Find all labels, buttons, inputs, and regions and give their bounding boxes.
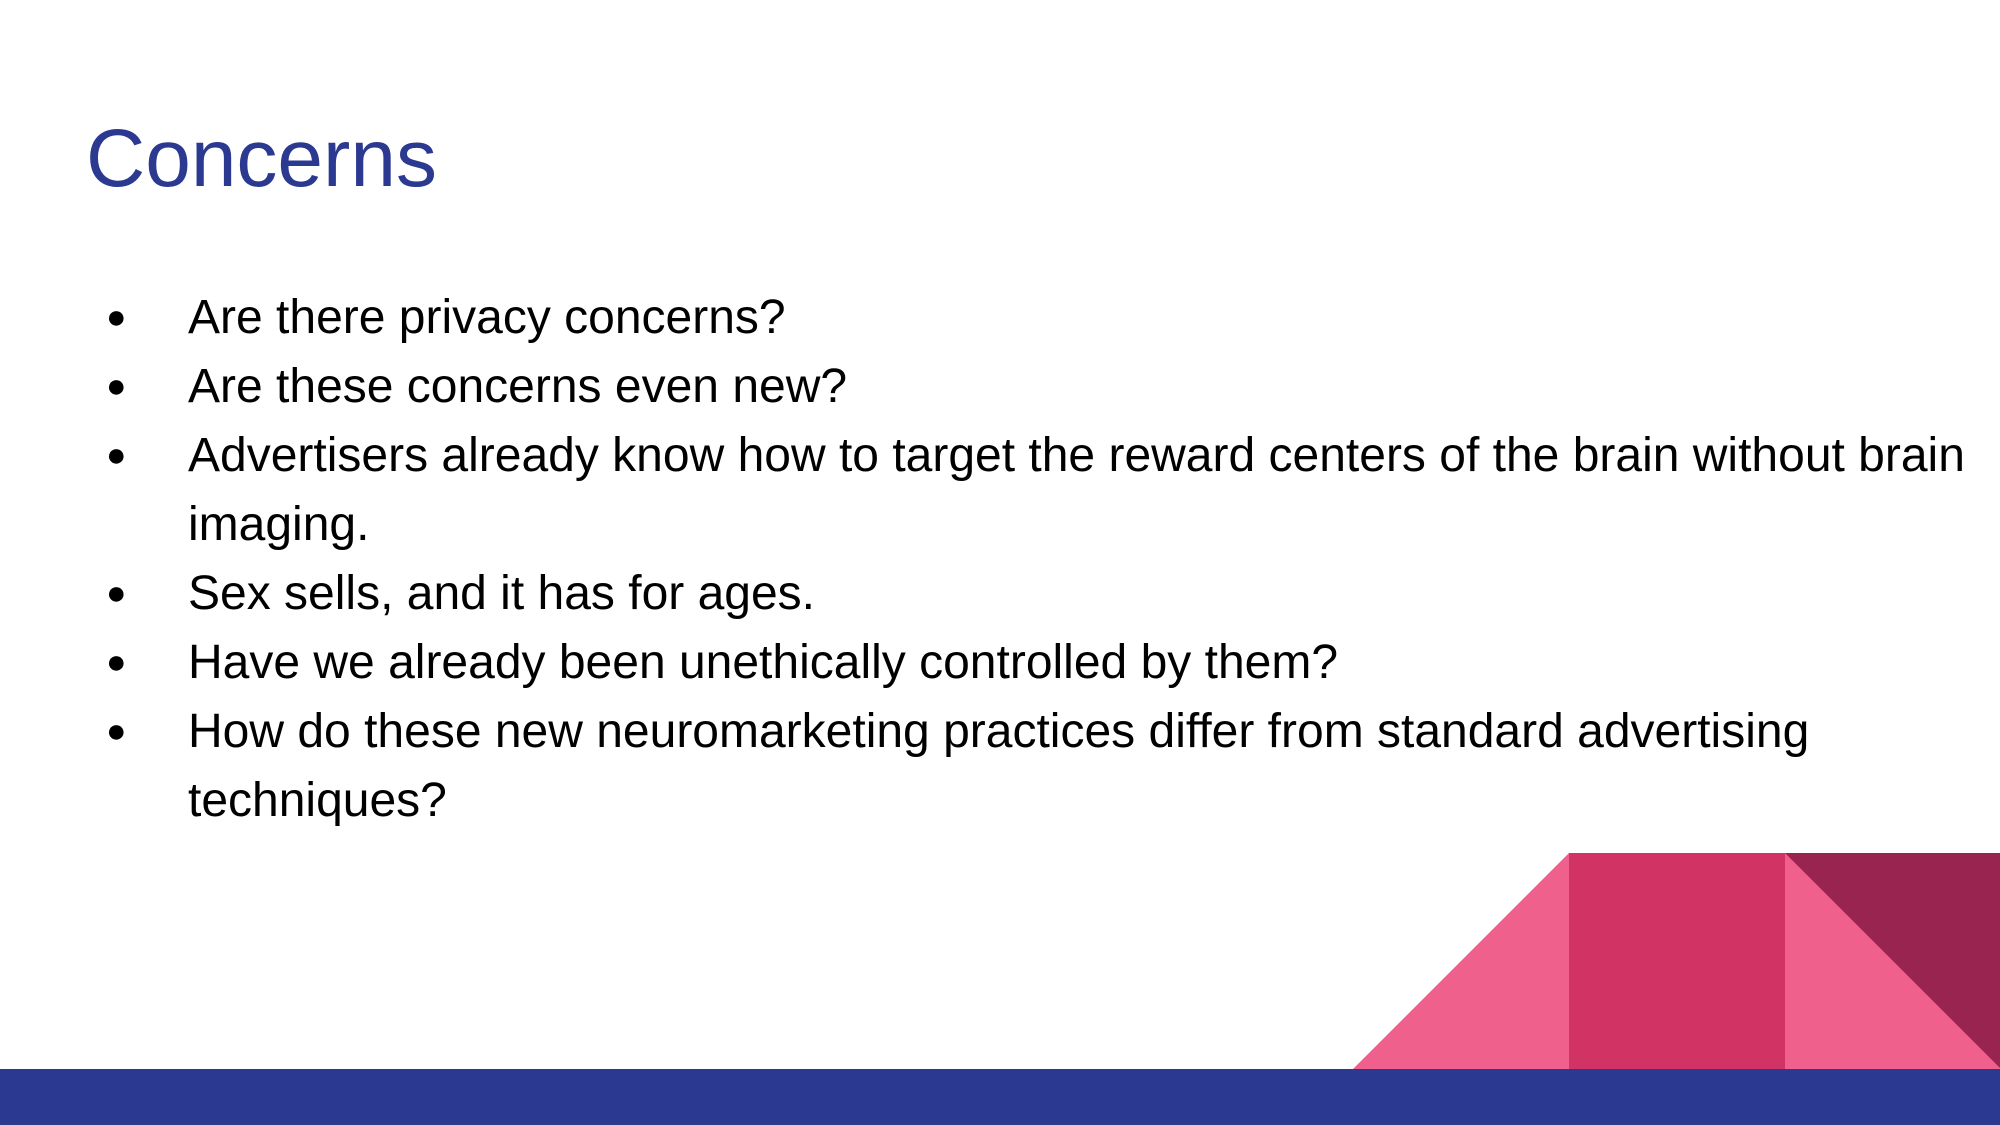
slide-title: Concerns [86, 113, 437, 204]
bullet-text: Have we already been unethically control… [188, 636, 1339, 689]
bullet-text: Advertisers already know how to target t… [188, 429, 1965, 551]
list-item: ● Sex sells, and it has for ages. [106, 559, 1966, 628]
bullet-dot-icon: ● [106, 436, 127, 474]
list-item: ● Are there privacy concerns? [106, 283, 1966, 352]
bullet-text: Are these concerns even new? [188, 360, 848, 413]
bullet-text: How do these new neuromarketing practice… [188, 705, 1810, 827]
bullet-dot-icon: ● [106, 298, 127, 336]
pink-rectangle-middle [1569, 853, 1785, 1070]
bullet-dot-icon: ● [106, 574, 127, 612]
bullet-text: Sex sells, and it has for ages. [188, 567, 815, 620]
list-item: ● Are these concerns even new? [106, 352, 1966, 421]
bullet-dot-icon: ● [106, 367, 127, 405]
list-item: ● Advertisers already know how to target… [106, 421, 1966, 559]
pink-triangle-left [1352, 853, 1569, 1070]
list-item: ● How do these new neuromarketing practi… [106, 697, 1966, 835]
bullet-dot-icon: ● [106, 643, 127, 681]
bullet-text: Are there privacy concerns? [188, 291, 786, 344]
list-item: ● Have we already been unethically contr… [106, 628, 1966, 697]
bullet-dot-icon: ● [106, 712, 127, 750]
bullet-list: ● Are there privacy concerns? ● Are thes… [106, 283, 1966, 835]
footer-bar [0, 1069, 2000, 1125]
dark-pink-triangle-right [1785, 853, 2000, 1068]
